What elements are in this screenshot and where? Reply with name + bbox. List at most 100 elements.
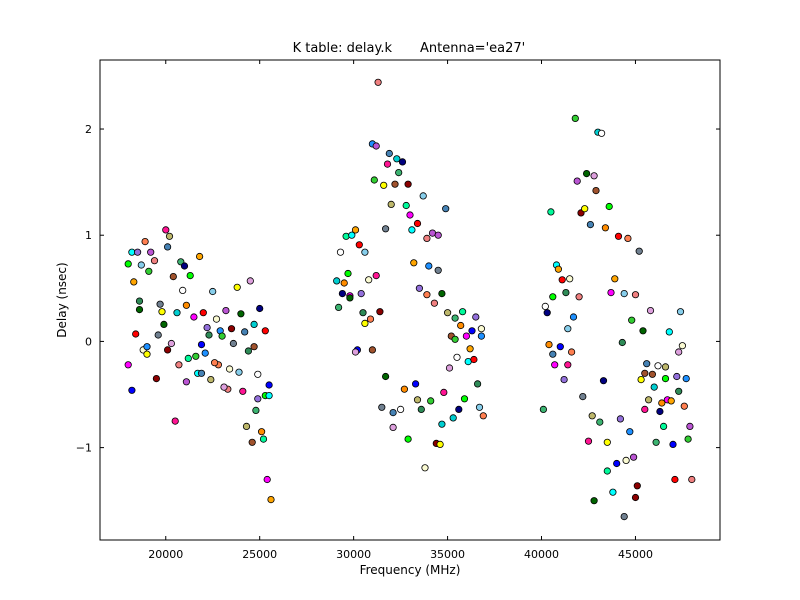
data-point (460, 395, 469, 403)
data-point (603, 438, 611, 446)
data-point (579, 392, 587, 401)
data-point (257, 428, 266, 436)
data-point (391, 180, 399, 188)
data-point (440, 388, 448, 396)
data-point (575, 293, 583, 301)
data-point (455, 405, 463, 413)
data-point (430, 299, 438, 307)
data-point (150, 257, 159, 265)
data-point (556, 343, 564, 351)
data-point (175, 361, 183, 369)
data-point (477, 325, 485, 333)
data-point (443, 309, 452, 317)
data-point (184, 354, 192, 362)
y-axis-label: Delay (nsec) (55, 262, 69, 337)
data-point (614, 232, 623, 240)
data-point (372, 142, 380, 150)
data-point (607, 288, 615, 297)
data-point (203, 323, 211, 332)
data-point (659, 422, 668, 430)
data-point (477, 332, 485, 340)
data-point (654, 362, 662, 370)
data-point (682, 374, 690, 383)
data-point (235, 368, 243, 376)
data-point (387, 200, 395, 208)
data-point (135, 297, 144, 305)
data-point (237, 310, 245, 318)
data-point (620, 512, 628, 521)
data-point (396, 405, 405, 413)
data-point (128, 386, 136, 394)
data-point (406, 211, 414, 219)
data-point (620, 289, 628, 298)
data-point (265, 381, 273, 389)
data-point (372, 271, 380, 280)
data-point (637, 375, 645, 384)
data-point (554, 265, 563, 273)
data-point (340, 279, 348, 287)
x-tick-label: 35000 (430, 548, 465, 561)
data-point (124, 260, 132, 268)
data-point (628, 316, 636, 324)
data-point (410, 259, 418, 267)
data-point (551, 361, 559, 369)
data-point (434, 266, 442, 274)
data-point (644, 396, 653, 404)
data-point (143, 350, 151, 358)
data-point (590, 497, 598, 505)
data-point (423, 291, 431, 299)
x-axis: 20000 25000 30000 35000 40000 45000 (148, 60, 653, 561)
data-point (160, 320, 168, 328)
data-point (389, 423, 397, 431)
data-point (641, 369, 649, 377)
data-point (351, 348, 360, 356)
data-point (248, 438, 256, 446)
data-point (462, 332, 470, 340)
data-point (438, 420, 446, 428)
data-point (641, 405, 649, 413)
data-point (442, 205, 450, 213)
data-point (222, 306, 230, 315)
data-point (361, 319, 369, 327)
data-point (457, 321, 465, 330)
data-point (385, 149, 393, 158)
data-point (611, 275, 619, 283)
data-point (165, 232, 174, 240)
data-point (453, 353, 461, 361)
data-point (592, 187, 600, 195)
x-tick-label: 20000 (148, 548, 183, 561)
data-point (451, 314, 459, 322)
data-point (135, 305, 144, 314)
data-point (366, 315, 375, 323)
data-point (365, 276, 373, 284)
data-point (601, 224, 610, 232)
data-point (351, 226, 360, 234)
data-point (154, 331, 162, 339)
data-point (567, 348, 576, 356)
data-point (603, 467, 611, 475)
data-point (680, 402, 688, 410)
data-point (378, 403, 386, 411)
x-tick-label: 45000 (618, 548, 653, 561)
data-point (588, 412, 596, 420)
data-point (419, 192, 427, 200)
data-point (130, 278, 138, 286)
data-point (678, 342, 687, 350)
data-point (408, 226, 416, 234)
y-tick-label: 1 (85, 229, 92, 242)
data-point (549, 350, 557, 358)
data-point (667, 397, 675, 405)
data-point (344, 269, 352, 278)
data-point (569, 313, 578, 321)
data-point (348, 231, 356, 239)
data-point (333, 277, 341, 285)
data-point (434, 231, 442, 239)
data-point (227, 325, 236, 333)
data-point (622, 456, 630, 464)
data-point (180, 262, 189, 270)
y-tick-label: 0 (85, 335, 92, 348)
data-point (616, 415, 625, 423)
data-point (541, 302, 549, 310)
data-point (254, 395, 262, 403)
data-point (197, 340, 206, 349)
